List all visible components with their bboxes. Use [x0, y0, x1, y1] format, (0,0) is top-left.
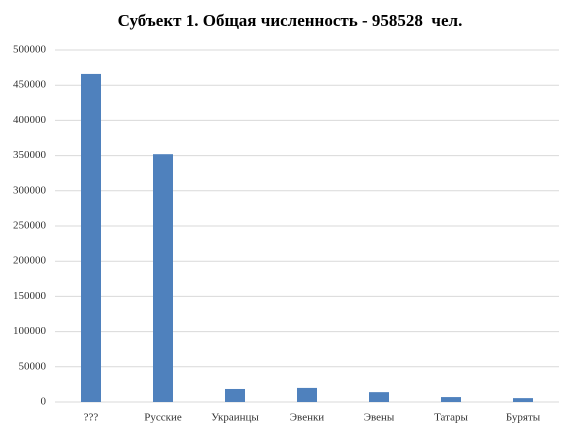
y-tick-label: 150000 [13, 290, 47, 302]
bar [297, 387, 317, 402]
y-tick-label: 500000 [13, 44, 47, 56]
bar [81, 73, 101, 402]
x-tick-label: Буряты [506, 412, 541, 424]
y-tick-label: 400000 [13, 114, 47, 126]
x-tick-label: Эвенки [290, 412, 325, 424]
y-tick-label: 450000 [13, 79, 47, 91]
y-tick-label: 0 [41, 396, 47, 408]
bar [441, 397, 461, 402]
bar [513, 398, 533, 402]
y-tick-label: 50000 [19, 360, 47, 372]
bar [225, 388, 245, 402]
y-tick-label: 200000 [13, 255, 47, 267]
y-tick-label: 300000 [13, 184, 47, 196]
chart-title: Субъект 1. Общая численность - 958528 че… [118, 11, 463, 30]
x-tick-label: Татары [434, 412, 468, 424]
bar [153, 154, 173, 402]
x-tick-label: Русские [144, 412, 182, 424]
y-tick-label: 100000 [13, 325, 47, 337]
x-tick-label: ??? [84, 412, 99, 424]
y-tick-label: 250000 [13, 220, 47, 232]
y-tick-label: 350000 [13, 149, 47, 161]
x-tick-label: Украинцы [211, 412, 259, 424]
bar [369, 392, 389, 402]
x-tick-label: Эвены [364, 412, 395, 424]
